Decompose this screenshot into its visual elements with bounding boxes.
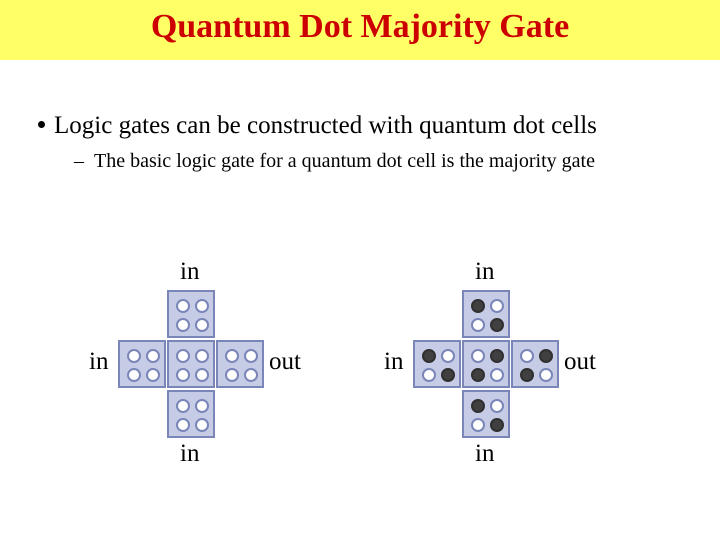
label-out-right: out [564, 348, 596, 376]
quantum-dot-icon [471, 399, 485, 413]
page-title: Quantum Dot Majority Gate [0, 8, 720, 46]
qd-cell-bottom [462, 390, 510, 438]
quantum-dot-icon [471, 418, 485, 432]
quantum-dot-icon [225, 368, 239, 382]
quantum-dot-icon [520, 349, 534, 363]
quantum-dot-icon [146, 368, 160, 382]
quantum-dot-icon [441, 349, 455, 363]
quantum-dot-icon [127, 349, 141, 363]
label-out-right: out [269, 348, 301, 376]
quantum-dot-icon [422, 349, 436, 363]
qd-cell-bottom [167, 390, 215, 438]
majority-gate-0: ininoutin [85, 280, 345, 495]
quantum-dot-icon [195, 349, 209, 363]
quantum-dot-icon [471, 368, 485, 382]
quantum-dot-icon [422, 368, 436, 382]
quantum-dot-icon [441, 368, 455, 382]
quantum-dot-icon [539, 349, 553, 363]
quantum-dot-icon [490, 399, 504, 413]
label-in-top: in [475, 258, 494, 286]
qd-cell-right [511, 340, 559, 388]
quantum-dot-icon [176, 349, 190, 363]
quantum-dot-icon [490, 349, 504, 363]
quantum-dot-icon [539, 368, 553, 382]
quantum-dot-icon [195, 368, 209, 382]
label-in-top: in [180, 258, 199, 286]
qd-cell-center [167, 340, 215, 388]
quantum-dot-icon [244, 349, 258, 363]
label-in-bottom: in [180, 440, 199, 468]
quantum-dot-icon [176, 368, 190, 382]
bullet-main-text: Logic gates can be constructed with quan… [54, 112, 597, 139]
qd-cell-center [462, 340, 510, 388]
quantum-dot-icon [490, 299, 504, 313]
quantum-dot-icon [490, 368, 504, 382]
quantum-dot-icon [490, 318, 504, 332]
quantum-dot-icon [195, 318, 209, 332]
qd-cell-top [167, 290, 215, 338]
quantum-dot-icon [176, 399, 190, 413]
qd-cell-right [216, 340, 264, 388]
quantum-dot-icon [146, 349, 160, 363]
quantum-dot-icon [471, 318, 485, 332]
quantum-dot-icon [244, 368, 258, 382]
label-in-left: in [384, 348, 403, 376]
quantum-dot-icon [490, 418, 504, 432]
majority-gate-1: ininoutin [380, 280, 640, 495]
qd-cell-left [413, 340, 461, 388]
qd-cell-left [118, 340, 166, 388]
quantum-dot-icon [176, 418, 190, 432]
quantum-dot-icon [520, 368, 534, 382]
quantum-dot-icon [127, 368, 141, 382]
bullet-dash-icon: – [74, 150, 84, 172]
quantum-dot-icon [195, 418, 209, 432]
bullet-dot-icon [38, 121, 45, 128]
quantum-dot-icon [176, 299, 190, 313]
quantum-dot-icon [471, 349, 485, 363]
title-bar: Quantum Dot Majority Gate [0, 0, 720, 60]
quantum-dot-icon [225, 349, 239, 363]
qd-cell-top [462, 290, 510, 338]
bullet-sub-text: The basic logic gate for a quantum dot c… [94, 150, 595, 172]
bullet-main: Logic gates can be constructed with quan… [38, 112, 720, 140]
bullet-sub: –The basic logic gate for a quantum dot … [74, 150, 720, 173]
quantum-dot-icon [195, 299, 209, 313]
quantum-dot-icon [176, 318, 190, 332]
label-in-left: in [89, 348, 108, 376]
quantum-dot-icon [195, 399, 209, 413]
label-in-bottom: in [475, 440, 494, 468]
quantum-dot-icon [471, 299, 485, 313]
